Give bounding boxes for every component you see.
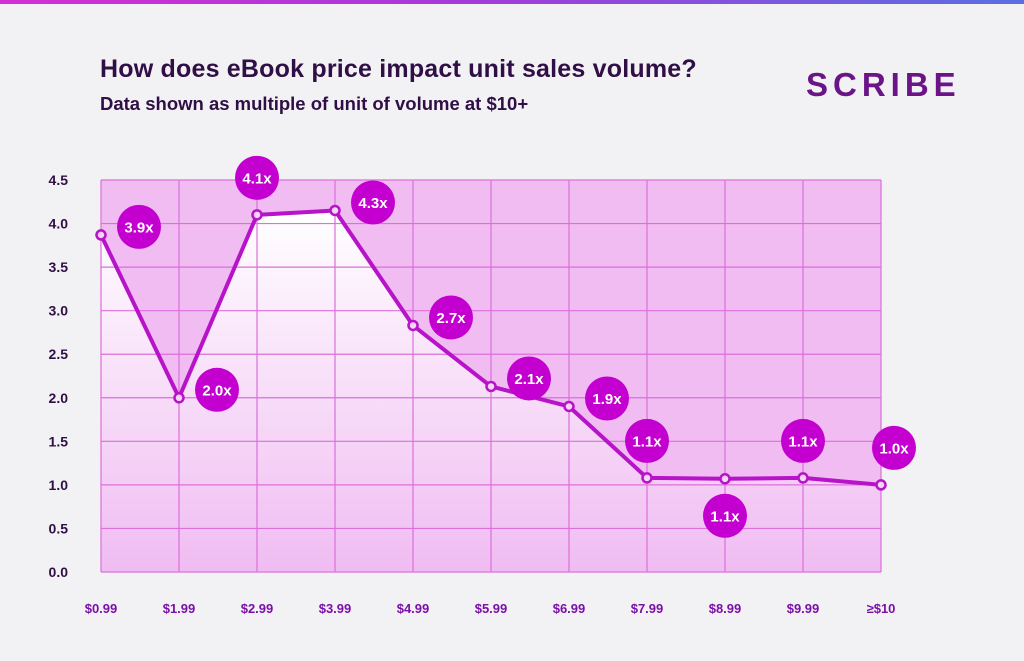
data-label-bubble <box>585 376 629 421</box>
y-tick-label: 2.5 <box>49 346 69 362</box>
top-accent-bar <box>0 0 1024 4</box>
chart-title: How does eBook price impact unit sales v… <box>100 55 697 83</box>
data-point <box>641 472 653 484</box>
data-point <box>875 479 887 491</box>
x-tick-label: $5.99 <box>475 601 508 616</box>
y-tick-label: 3.5 <box>49 259 69 275</box>
x-tick-label: $8.99 <box>709 601 742 616</box>
y-tick-label: 1.0 <box>49 477 69 493</box>
data-label-bubble <box>781 418 825 463</box>
gridlines <box>100 179 882 573</box>
x-tick-label: $6.99 <box>553 601 586 616</box>
data-label: 1.9x <box>592 391 622 408</box>
data-point <box>329 204 341 217</box>
data-label: 1.1x <box>632 433 662 450</box>
y-axis-ticks: 0.0 0.5 1.0 1.5 2.0 2.5 3.0 3.5 4.0 4.5 <box>49 172 69 580</box>
data-label-bubble <box>625 418 669 463</box>
data-point <box>173 392 185 404</box>
data-point <box>563 400 575 413</box>
x-tick-label: $7.99 <box>631 601 664 616</box>
data-points <box>95 204 887 491</box>
data-label: 2.7x <box>436 310 466 327</box>
data-point <box>719 473 731 485</box>
y-tick-label: 1.5 <box>49 433 69 449</box>
data-label: 3.9x <box>124 219 154 236</box>
data-label-bubble <box>235 155 279 200</box>
x-tick-label: ≥$10 <box>867 601 896 616</box>
data-label: 2.0x <box>202 382 232 399</box>
y-tick-label: 0.0 <box>49 564 69 580</box>
y-tick-label: 4.5 <box>49 172 69 188</box>
data-point <box>251 209 263 221</box>
x-tick-label: $0.99 <box>85 601 118 616</box>
x-tick-label: $9.99 <box>787 601 820 616</box>
data-label: 4.3x <box>358 195 388 212</box>
data-label-bubble <box>507 356 551 401</box>
x-tick-label: $3.99 <box>319 601 352 616</box>
x-tick-label: $4.99 <box>397 601 430 616</box>
data-point <box>797 472 809 484</box>
data-point <box>485 380 497 393</box>
y-tick-label: 2.0 <box>49 390 69 406</box>
x-tick-label: $1.99 <box>163 601 196 616</box>
data-label-bubble <box>703 493 747 538</box>
x-axis-ticks: $0.99 $1.99 $2.99 $3.99 $4.99 $5.99 $6.99 $7.99… <box>85 601 896 616</box>
data-label-bubble <box>195 367 239 412</box>
data-label: 1.1x <box>788 433 818 450</box>
data-label-bubble <box>117 204 161 249</box>
data-labels: 3.9x 2.0x 4.1x 4.3x 2.7x 2.1x 1.9x 1.1x 1.1x 1.1x… <box>117 155 916 538</box>
y-tick-label: 4.0 <box>49 216 69 232</box>
chart-subtitle: Data shown as multiple of unit of volume… <box>100 93 529 114</box>
data-label-bubble <box>872 425 916 470</box>
x-tick-label: $2.99 <box>241 601 274 616</box>
data-label: 1.1x <box>710 508 740 525</box>
y-tick-label: 3.0 <box>49 303 69 319</box>
brand-logo: SCRIBE <box>806 66 961 103</box>
data-label: 1.0x <box>879 440 909 457</box>
data-point <box>407 319 419 332</box>
data-label: 4.1x <box>242 170 272 187</box>
data-point <box>95 229 107 241</box>
data-label-bubble <box>429 295 473 340</box>
data-label: 2.1x <box>514 371 544 388</box>
data-label-bubble <box>351 180 395 225</box>
y-tick-label: 0.5 <box>49 520 69 536</box>
